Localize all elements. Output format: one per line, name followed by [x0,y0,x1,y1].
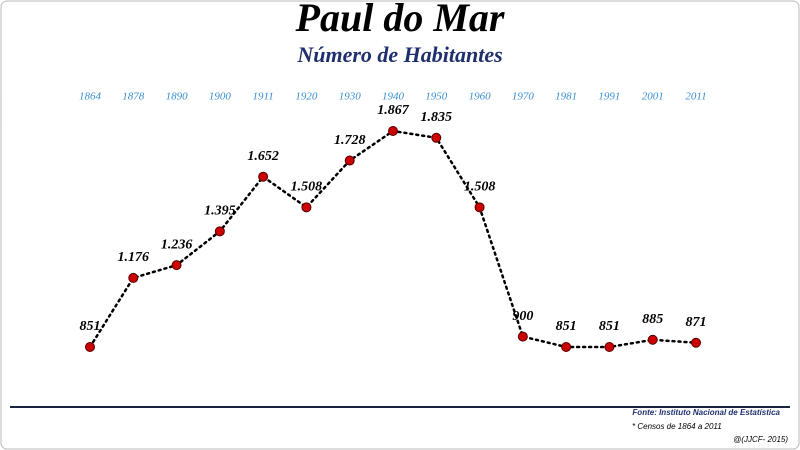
data-point [474,202,485,213]
data-point [691,337,701,348]
data-point [214,226,225,237]
data-point [301,202,312,213]
data-point [561,342,572,352]
x-tick-label: 2011 [685,91,706,103]
data-point [128,272,139,283]
data-label: 885 [642,312,663,327]
data-label: 1.236 [161,237,193,252]
data-label: 900 [512,309,533,324]
data-point [517,331,528,342]
data-label: 871 [686,315,707,330]
x-tick-label: 1900 [209,91,232,103]
data-point [85,342,95,352]
data-point [388,126,398,136]
data-label: 1.176 [118,250,150,265]
x-tick-label: 1960 [469,91,492,103]
data-label: 1.728 [334,133,366,148]
x-tick-label: 1878 [122,91,145,103]
data-label: 851 [556,319,577,334]
x-tick-label: 1930 [339,91,362,103]
data-label: 1.395 [204,204,236,219]
data-label: 1.508 [291,180,323,195]
data-label: 851 [80,319,101,334]
data-label: 1.652 [247,149,279,164]
x-tick-label: 1864 [79,91,102,103]
x-tick-label: 1970 [512,91,535,103]
x-tick-label: 1940 [382,91,405,103]
source: Fonte: Instituto Nacional de Estatística [632,408,780,417]
x-tick-label: 1890 [166,91,189,103]
x-tick-label: 2001 [642,91,664,103]
x-tick-label: 1981 [555,91,577,103]
data-point [431,132,442,143]
chart-subtitle: Número de Habitantes [296,42,502,67]
data-point [604,342,615,352]
data-point [344,155,355,166]
chart-title: Paul do Mar [295,0,505,40]
data-point [171,260,182,271]
data-label: 1.508 [464,180,496,195]
x-tick-label: 1911 [253,91,274,103]
data-point [258,171,269,182]
data-label: 1.867 [377,103,410,118]
data-label: 1.835 [421,110,453,125]
x-tick-label: 1991 [598,91,620,103]
x-tick-label: 1950 [425,91,448,103]
data-label: 851 [599,319,620,334]
credit: @(JJCF- 2015) [733,435,788,444]
note: * Censos de 1864 a 2011 [632,422,722,431]
data-point [647,334,658,345]
x-tick-label: 1920 [295,91,318,103]
